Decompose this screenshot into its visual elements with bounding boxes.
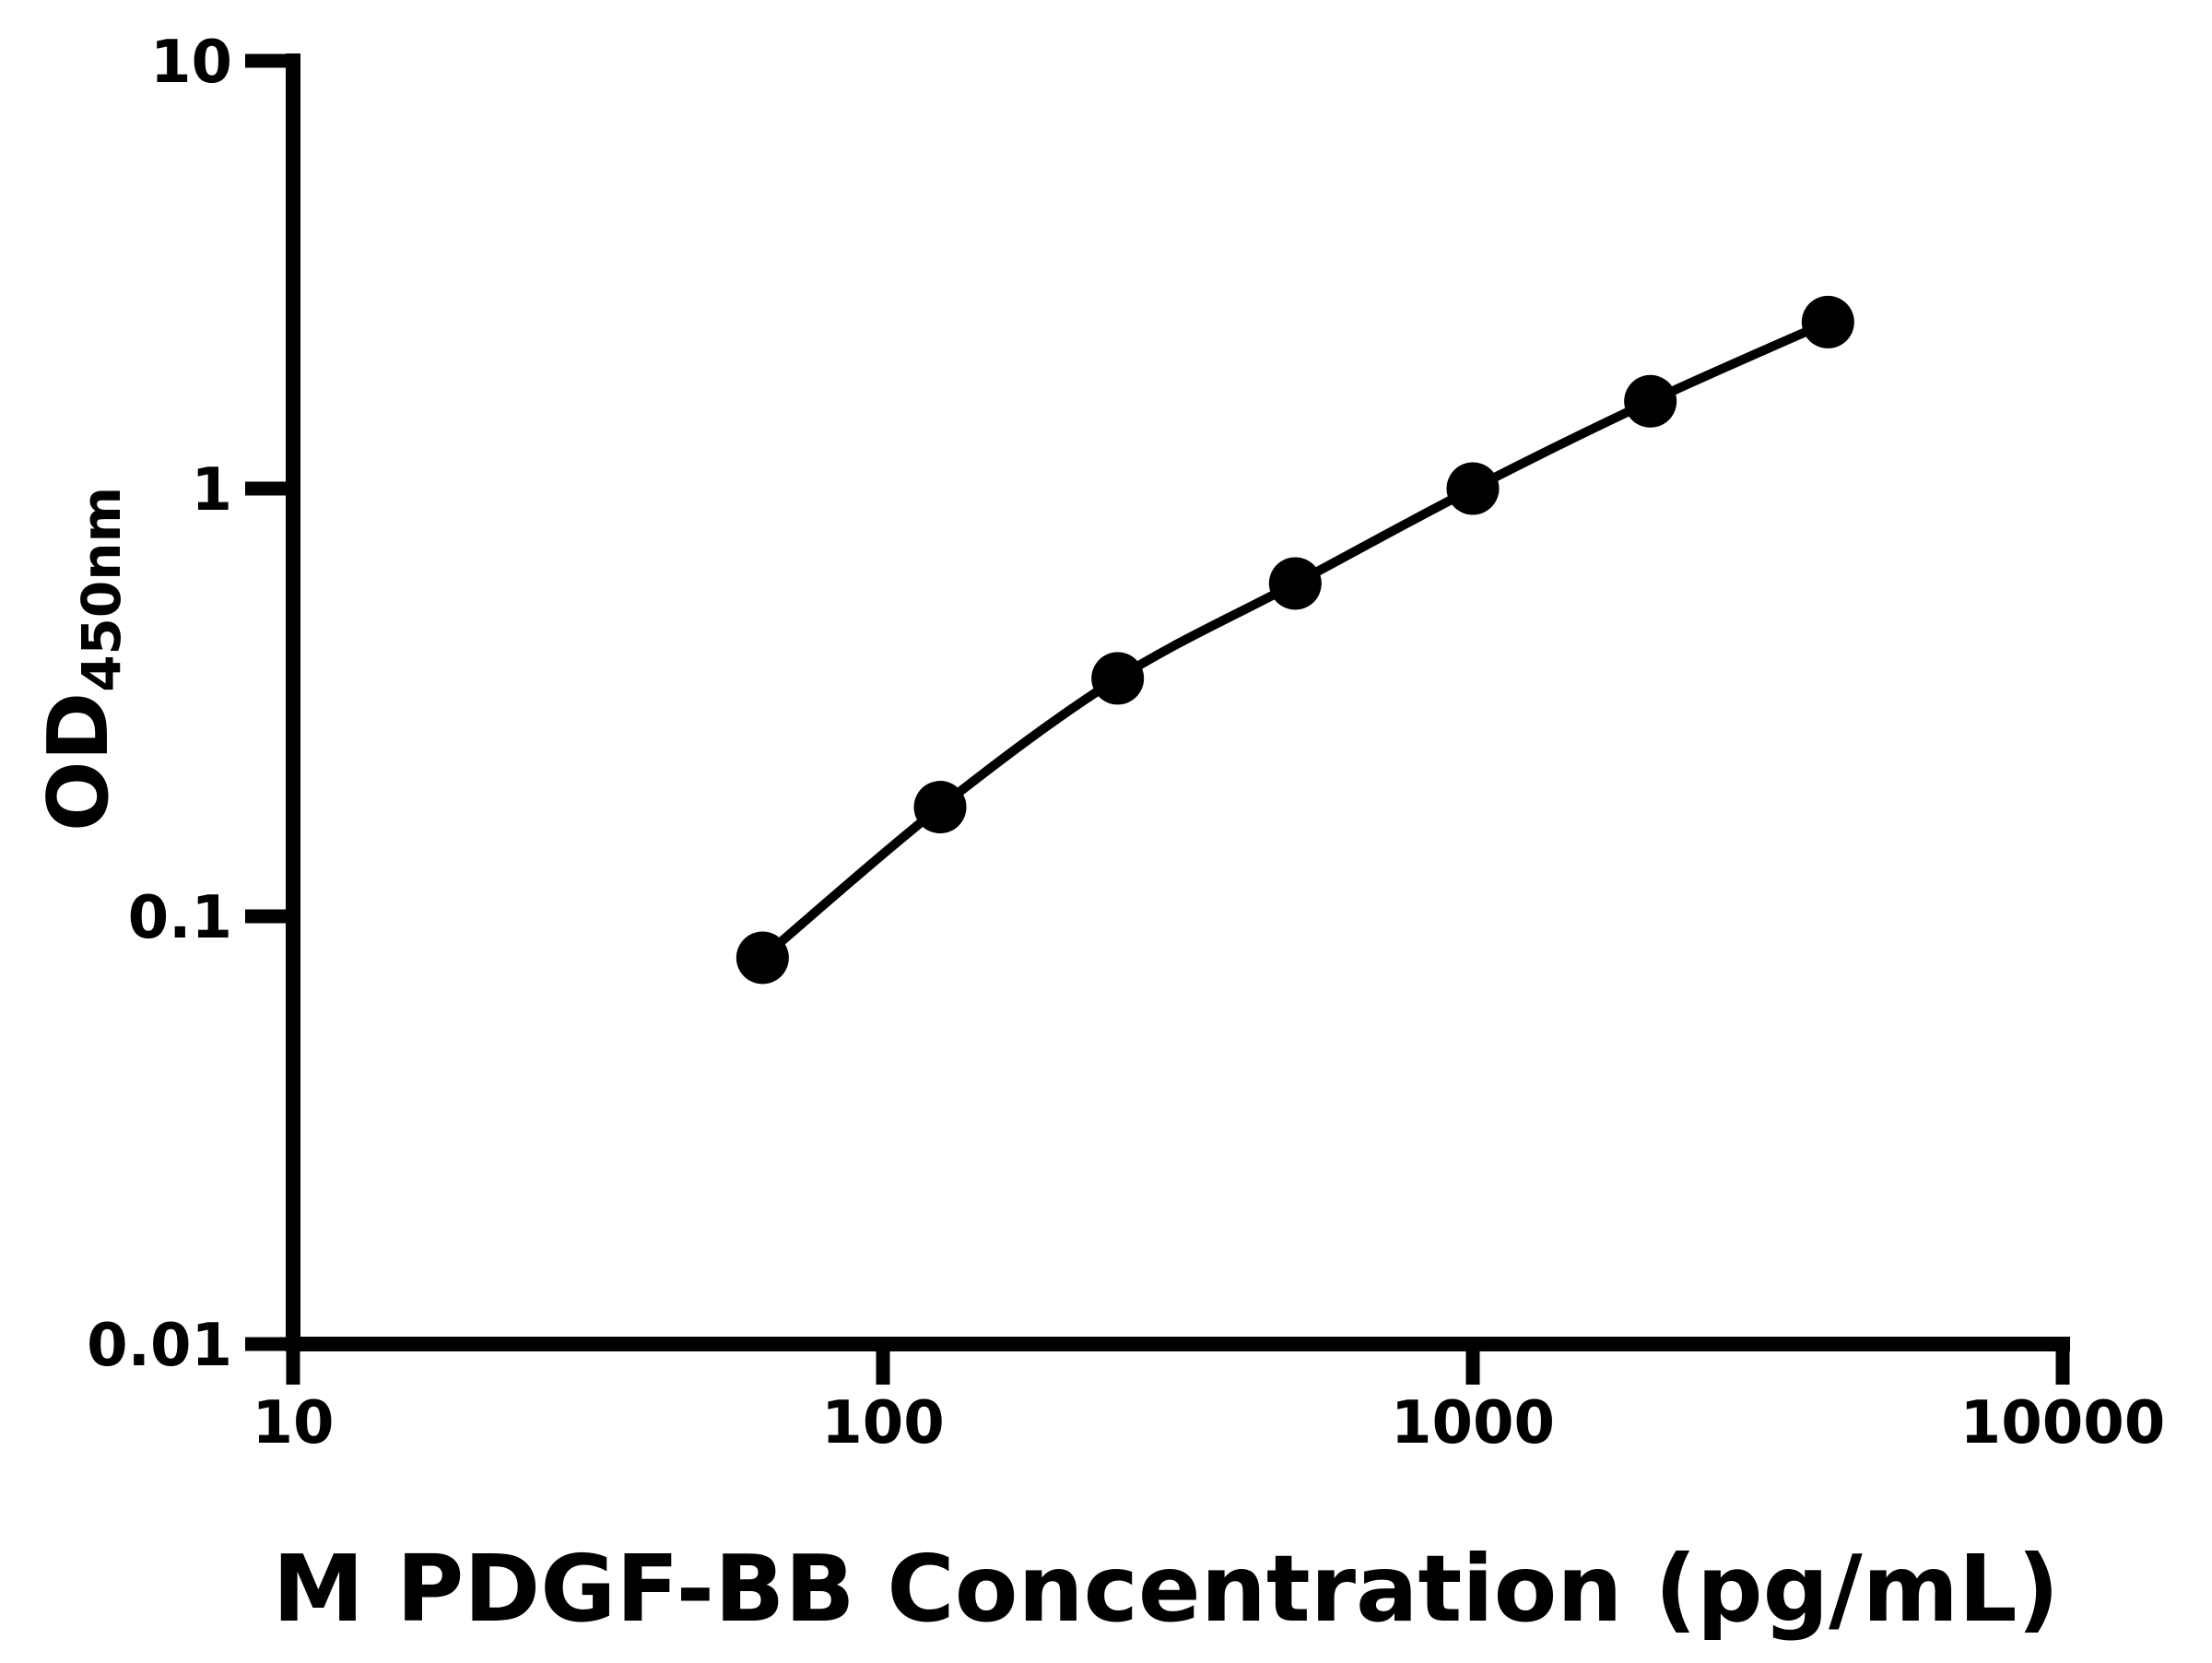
x-tick-label: 10 [252,1389,334,1457]
data-point-marker [1268,557,1322,610]
data-point-marker [913,781,967,834]
y-axis-ticks [245,53,293,1351]
axis-spine [286,53,2070,1351]
x-tick-label: 1000 [1391,1389,1555,1457]
y-tick-label: 10 [150,29,232,97]
axes: 10 1 0.1 0.01 10 100 1000 10000 [87,29,2165,1457]
data-points [735,295,1854,985]
x-tick-label: 10000 [1960,1389,2166,1457]
y-axis-title: OD450nm [30,487,133,832]
x-axis-ticks [286,1344,2070,1385]
data-point-marker [1091,652,1145,705]
y-tick-label: 0.1 [128,884,232,952]
y-tick-label: 1 [191,456,232,525]
data-point-marker [1801,295,1854,348]
y-axis-title-subscript: 450nm [70,487,133,692]
series-standard-curve [735,295,1854,985]
y-axis-tick-labels: 10 1 0.1 0.01 [87,29,232,1380]
data-point-marker [1624,374,1677,428]
x-tick-label: 100 [821,1389,945,1457]
data-point-marker [1446,462,1500,515]
data-point-marker [735,931,789,985]
x-axis-title: M PDGF-BB Concentration (pg/mL) [273,1535,2060,1643]
y-tick-label: 0.01 [87,1312,232,1380]
y-axis-title-main: OD [30,692,127,832]
x-axis-tick-labels: 10 100 1000 10000 [252,1389,2165,1457]
